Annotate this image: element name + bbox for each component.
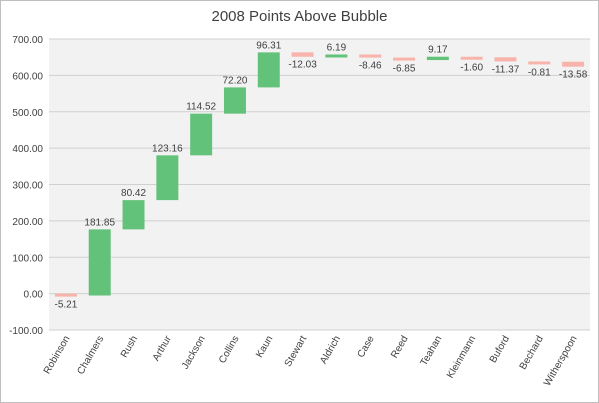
y-tick-label: 100.00 <box>12 253 43 264</box>
x-tick-label: Case <box>356 334 377 360</box>
data-label: -0.81 <box>528 67 551 78</box>
data-label: 181.85 <box>84 217 115 228</box>
x-tick-label: Kaun <box>254 334 275 360</box>
y-tick-label: 200.00 <box>12 217 43 228</box>
data-label: 72.20 <box>222 75 247 86</box>
waterfall-bar <box>494 57 517 62</box>
waterfall-bar <box>223 87 246 114</box>
x-tick-label: Rush <box>119 334 140 360</box>
waterfall-bar <box>562 61 585 67</box>
data-label: -1.60 <box>460 63 483 74</box>
waterfall-bar <box>88 229 111 296</box>
x-tick-label: Arthur <box>151 333 174 363</box>
x-tick-label: Teahan <box>419 334 445 368</box>
x-tick-label: Buford <box>488 334 512 365</box>
x-tick-label: Jackson <box>180 334 208 371</box>
data-label: 80.42 <box>121 188 146 199</box>
data-label: 123.16 <box>152 143 183 154</box>
y-tick-label: 700.00 <box>12 35 43 46</box>
y-tick-label: 500.00 <box>12 108 43 119</box>
data-label: -13.58 <box>559 70 588 81</box>
x-tick-label: Reed <box>389 334 410 360</box>
waterfall-bar <box>528 61 551 65</box>
x-tick-label: Stewart <box>283 334 310 369</box>
data-label: 6.19 <box>327 42 347 53</box>
x-tick-label: Chalmers <box>75 334 106 377</box>
waterfall-bar <box>54 293 77 297</box>
waterfall-bar <box>426 56 449 61</box>
y-tick-label: 0.00 <box>24 290 44 301</box>
x-tick-label: Kleinmann <box>445 334 478 380</box>
waterfall-bar <box>122 200 145 230</box>
waterfall-bar <box>460 56 483 60</box>
waterfall-bar <box>325 54 348 58</box>
x-tick-label: Witherspoon <box>542 334 580 388</box>
data-label: -12.03 <box>288 60 317 71</box>
data-label: -5.21 <box>55 300 78 311</box>
waterfall-bar <box>393 57 416 61</box>
data-label: 114.52 <box>186 102 216 113</box>
data-label: 9.17 <box>428 45 448 56</box>
y-tick-label: 400.00 <box>12 144 43 155</box>
y-tick-label: 300.00 <box>12 181 43 192</box>
waterfall-bar <box>257 52 280 88</box>
x-tick-label: Aldrich <box>318 334 343 366</box>
x-tick-label: Robinson <box>42 334 73 376</box>
y-tick-label: -100.00 <box>9 326 43 337</box>
chart-title: 2008 Points Above Bubble <box>211 8 388 25</box>
data-label: 96.31 <box>256 40 281 51</box>
waterfall-bar <box>190 113 213 156</box>
waterfall-bar <box>359 54 382 58</box>
x-tick-label: Bechard <box>518 334 546 372</box>
data-label: -8.46 <box>359 61 382 72</box>
waterfall-bar <box>156 155 179 201</box>
y-tick-label: 600.00 <box>12 71 43 82</box>
x-tick-label: Collins <box>217 334 242 365</box>
data-label: -6.85 <box>393 64 416 75</box>
waterfall-bar <box>291 52 314 57</box>
data-label: -11.37 <box>492 64 520 75</box>
